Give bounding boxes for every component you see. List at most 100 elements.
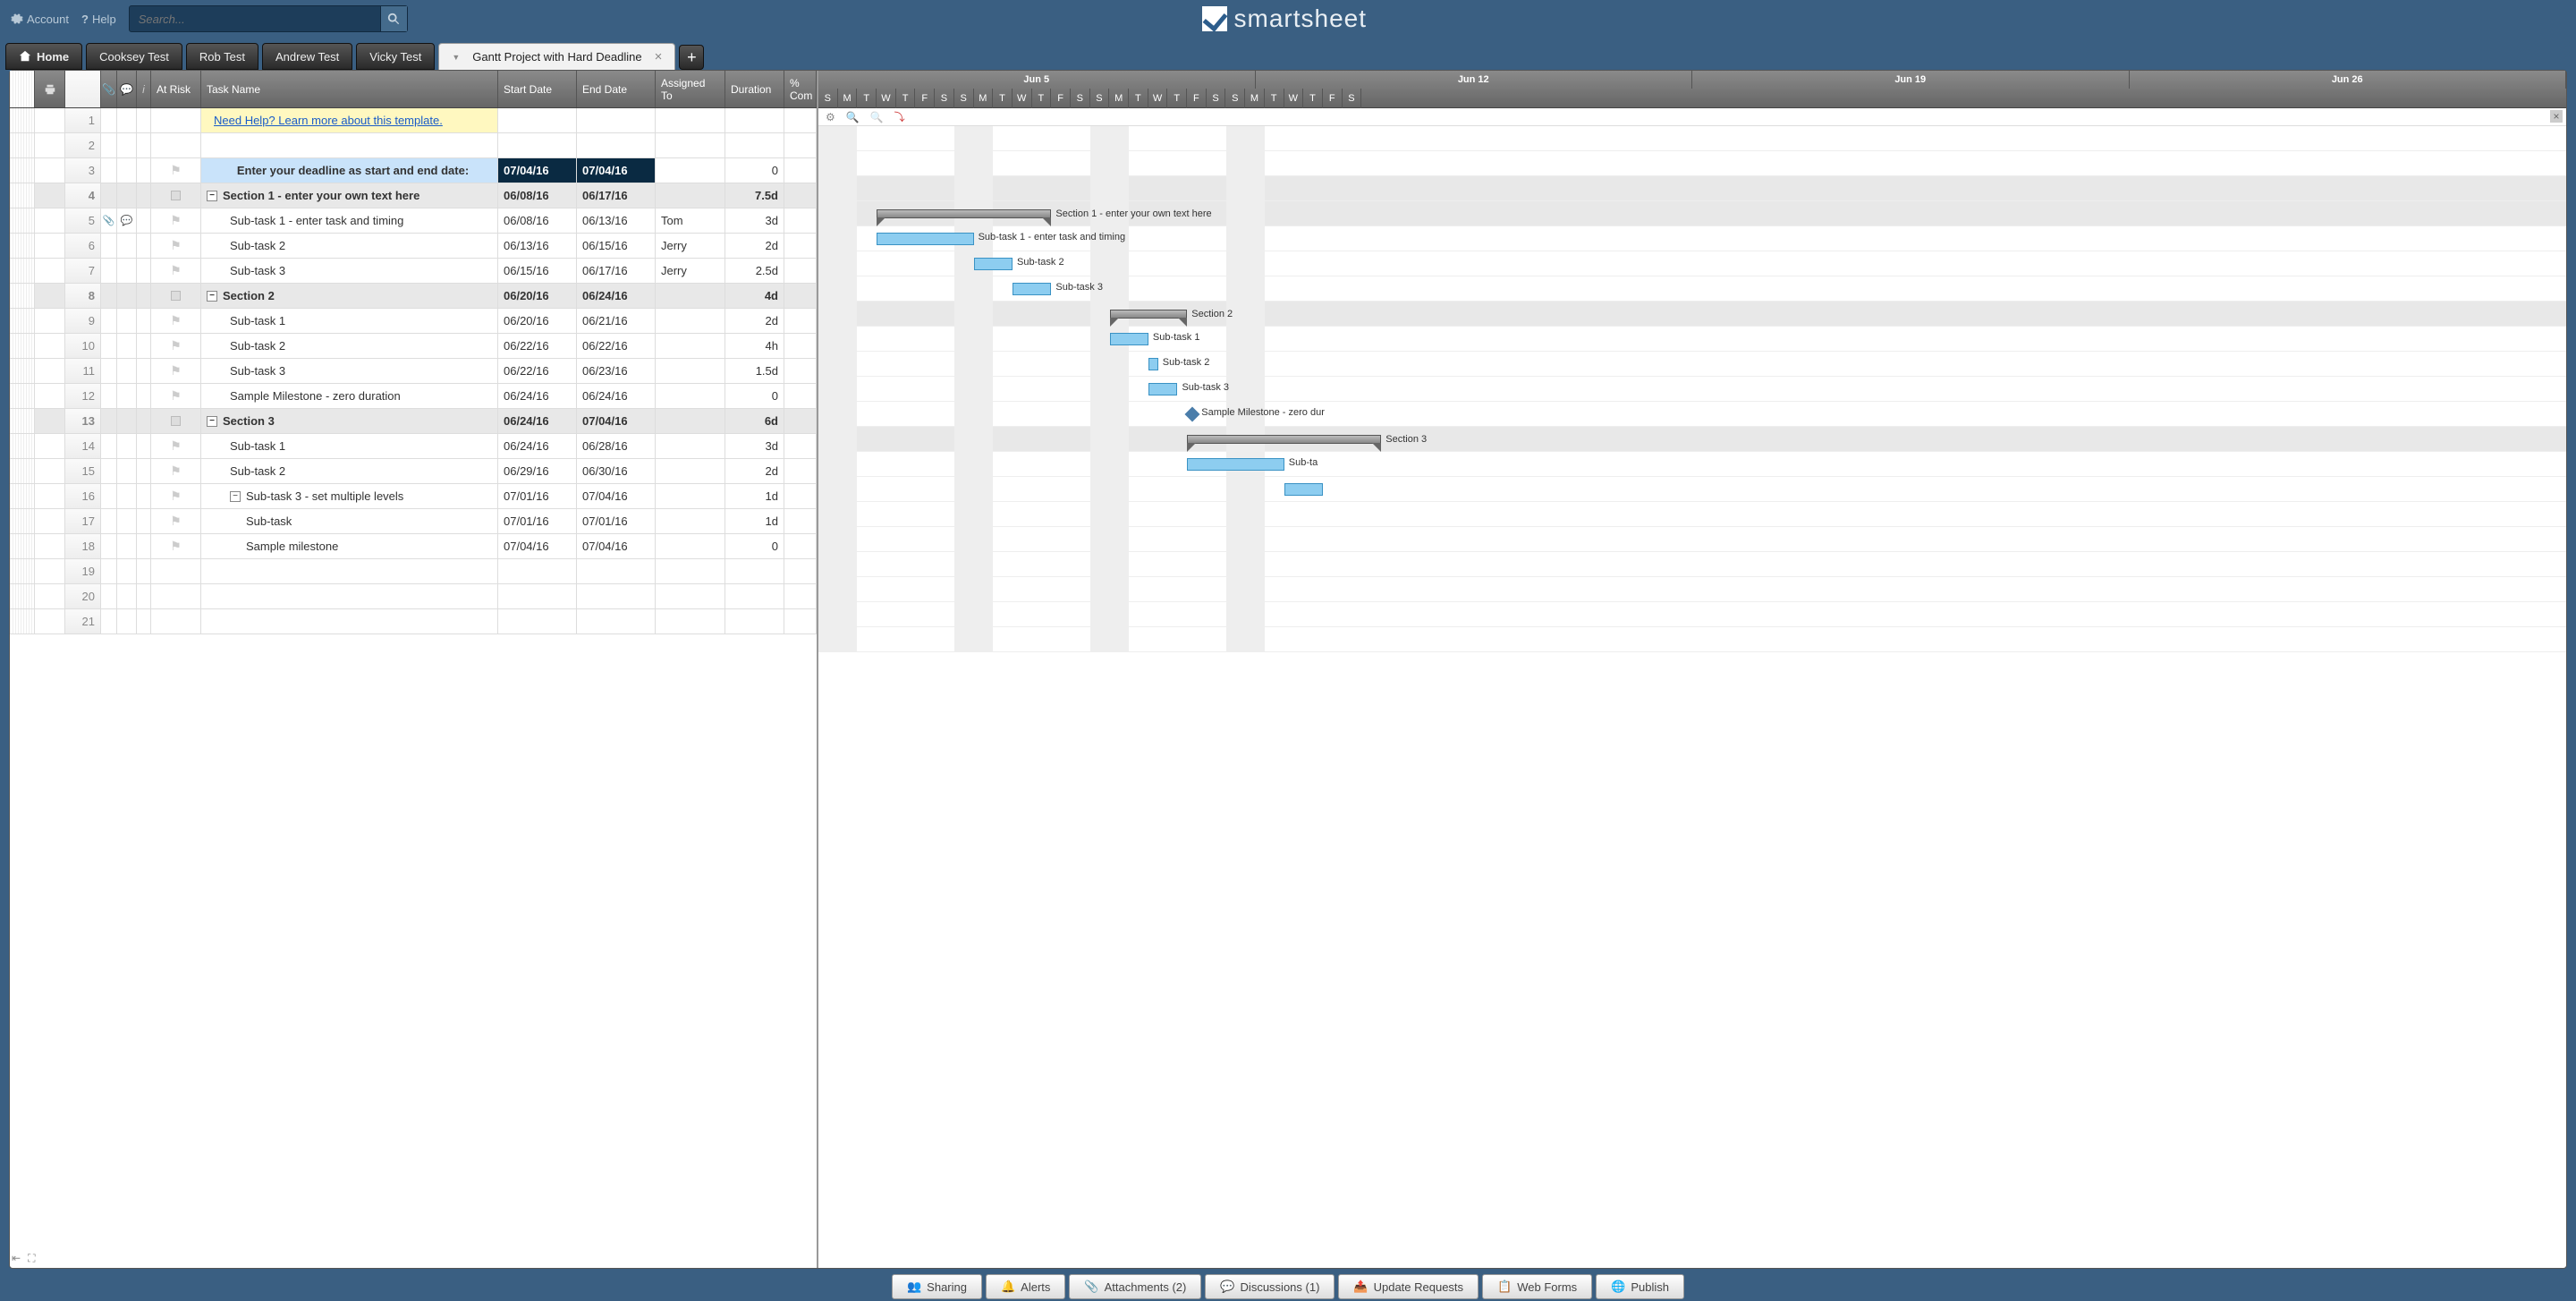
gantt-bar[interactable]: Sub-task 2	[974, 258, 1013, 270]
end-cell[interactable]: 06/24/16	[577, 284, 656, 308]
dur-cell[interactable]: 1d	[725, 509, 784, 533]
search-input[interactable]	[130, 7, 380, 31]
expander-icon[interactable]: −	[207, 191, 217, 201]
pct-cell[interactable]	[784, 359, 817, 383]
pct-cell[interactable]	[784, 259, 817, 283]
dur-cell[interactable]	[725, 133, 784, 157]
milestone-icon[interactable]	[1185, 407, 1200, 422]
add-tab-button[interactable]: +	[679, 45, 704, 70]
assign-cell[interactable]	[656, 133, 725, 157]
gantt-bar[interactable]: Section 3	[1187, 435, 1381, 444]
end-cell[interactable]: 07/04/16	[577, 484, 656, 508]
footer-button[interactable]: 🔔Alerts	[986, 1274, 1065, 1299]
start-cell[interactable]	[498, 108, 577, 132]
start-cell[interactable]: 06/15/16	[498, 259, 577, 283]
assign-cell[interactable]	[656, 158, 725, 183]
footer-button[interactable]: 📎Attachments (2)	[1069, 1274, 1201, 1299]
end-cell[interactable]	[577, 559, 656, 583]
pct-cell[interactable]	[784, 183, 817, 208]
table-row[interactable]: 2	[10, 133, 817, 158]
footer-button[interactable]: 👥Sharing	[892, 1274, 982, 1299]
assign-cell[interactable]	[656, 359, 725, 383]
table-row[interactable]: 9⚑Sub-task 106/20/1606/21/162d	[10, 309, 817, 334]
flag-icon[interactable]: ⚑	[170, 263, 182, 278]
gear-icon[interactable]: ⚙	[826, 111, 835, 123]
dur-cell[interactable]: 6d	[725, 409, 784, 433]
dur-cell[interactable]: 2d	[725, 459, 784, 483]
start-cell[interactable]	[498, 133, 577, 157]
start-cell[interactable]: 07/04/16	[498, 158, 577, 183]
dur-cell[interactable]	[725, 108, 784, 132]
expander-icon[interactable]: −	[207, 291, 217, 302]
task-cell[interactable]: Sub-task 3	[201, 359, 498, 383]
table-row[interactable]: 7⚑Sub-task 306/15/1606/17/16Jerry2.5d	[10, 259, 817, 284]
table-row[interactable]: 8−Section 206/20/1606/24/164d	[10, 284, 817, 309]
dur-cell[interactable]: 1d	[725, 484, 784, 508]
task-cell[interactable]: Sub-task 1	[201, 434, 498, 458]
close-icon[interactable]: ×	[655, 49, 663, 64]
dur-cell[interactable]: 2d	[725, 234, 784, 258]
task-cell[interactable]: Need Help? Learn more about this templat…	[201, 108, 498, 132]
assign-cell[interactable]	[656, 534, 725, 558]
print-col[interactable]	[35, 71, 65, 107]
end-cell[interactable]: 06/13/16	[577, 208, 656, 233]
task-cell[interactable]: Sub-task 2	[201, 234, 498, 258]
pct-cell[interactable]	[784, 609, 817, 633]
start-cell[interactable]: 06/24/16	[498, 409, 577, 433]
task-cell[interactable]	[201, 559, 498, 583]
expander-icon[interactable]: −	[207, 416, 217, 427]
pct-cell[interactable]	[784, 509, 817, 533]
start-cell[interactable]: 06/22/16	[498, 359, 577, 383]
end-cell[interactable]: 06/21/16	[577, 309, 656, 333]
tab-item[interactable]: Rob Test	[186, 43, 258, 70]
pct-col[interactable]: % Com	[784, 71, 817, 107]
checkbox[interactable]	[171, 191, 181, 200]
table-row[interactable]: 1Need Help? Learn more about this templa…	[10, 108, 817, 133]
end-cell[interactable]: 06/28/16	[577, 434, 656, 458]
table-row[interactable]: 16⚑−Sub-task 3 - set multiple levels07/0…	[10, 484, 817, 509]
table-row[interactable]: 13−Section 306/24/1607/04/166d	[10, 409, 817, 434]
assign-cell[interactable]	[656, 183, 725, 208]
end-cell[interactable]	[577, 609, 656, 633]
pct-cell[interactable]	[784, 108, 817, 132]
tab-item[interactable]: Andrew Test	[262, 43, 352, 70]
expander-icon[interactable]: −	[230, 491, 241, 502]
start-cell[interactable]: 06/20/16	[498, 284, 577, 308]
end-cell[interactable]: 07/04/16	[577, 158, 656, 183]
pct-cell[interactable]	[784, 208, 817, 233]
pct-cell[interactable]	[784, 459, 817, 483]
flag-icon[interactable]: ⚑	[170, 363, 182, 378]
pct-cell[interactable]	[784, 384, 817, 408]
dur-cell[interactable]: 3d	[725, 208, 784, 233]
task-cell[interactable]: Sub-task 2	[201, 334, 498, 358]
task-cell[interactable]: Sub-task 1	[201, 309, 498, 333]
assign-cell[interactable]	[656, 459, 725, 483]
table-row[interactable]: 5📎💬⚑Sub-task 1 - enter task and timing06…	[10, 208, 817, 234]
footer-button[interactable]: 🌐Publish	[1596, 1274, 1684, 1299]
pct-cell[interactable]	[784, 484, 817, 508]
assign-cell[interactable]	[656, 509, 725, 533]
risk-col[interactable]: At Risk	[151, 71, 201, 107]
table-row[interactable]: 4−Section 1 - enter your own text here06…	[10, 183, 817, 208]
start-cell[interactable]	[498, 559, 577, 583]
zoom-in-icon[interactable]: 🔍	[846, 111, 860, 123]
assign-cell[interactable]	[656, 334, 725, 358]
account-link[interactable]: Account	[11, 13, 69, 26]
task-col[interactable]: Task Name	[201, 71, 498, 107]
gantt-bar[interactable]: Sub-task 1 - enter task and timing	[877, 233, 974, 245]
table-row[interactable]: 20	[10, 584, 817, 609]
flag-icon[interactable]: ⚑	[170, 539, 182, 554]
dur-cell[interactable]	[725, 609, 784, 633]
flag-icon[interactable]: ⚑	[170, 313, 182, 328]
comment-col[interactable]: 💬	[117, 71, 137, 107]
start-cell[interactable]: 06/29/16	[498, 459, 577, 483]
assign-cell[interactable]	[656, 309, 725, 333]
table-row[interactable]: 17⚑Sub-task07/01/1607/01/161d	[10, 509, 817, 534]
dur-cell[interactable]: 3d	[725, 434, 784, 458]
end-col[interactable]: End Date	[577, 71, 656, 107]
pct-cell[interactable]	[784, 234, 817, 258]
help-link[interactable]: Need Help? Learn more about this templat…	[214, 114, 443, 127]
gantt-close-icon[interactable]: ×	[2550, 110, 2563, 123]
assign-cell[interactable]	[656, 384, 725, 408]
task-cell[interactable]	[201, 133, 498, 157]
